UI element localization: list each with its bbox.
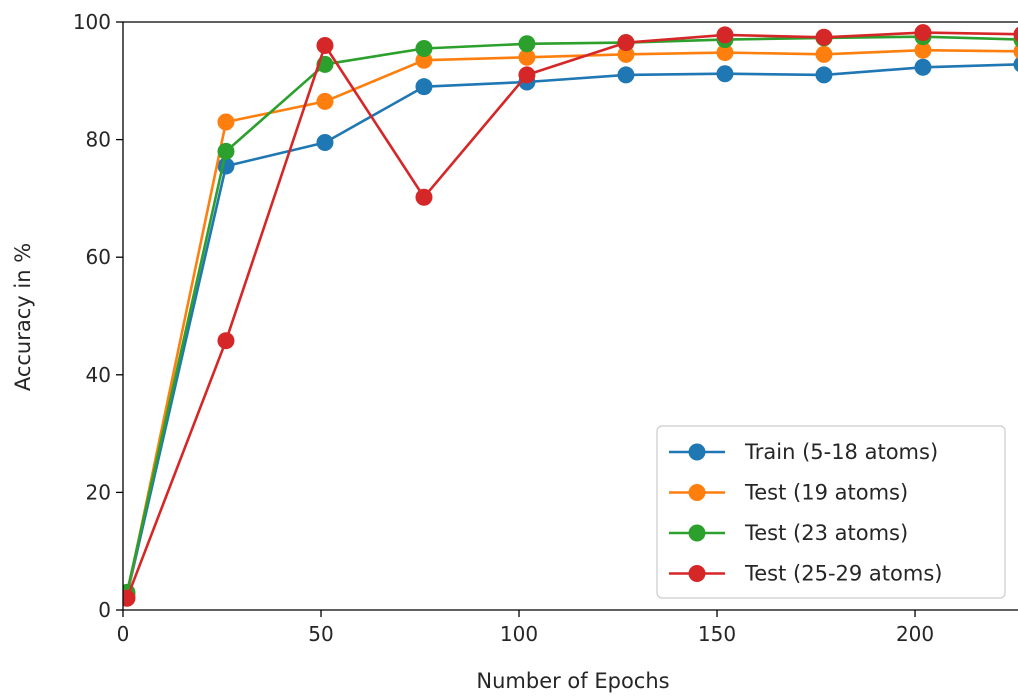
data-point	[316, 134, 334, 152]
y-tick-label: 20	[86, 480, 111, 504]
x-axis-label: Number of Epochs	[476, 669, 669, 693]
data-point	[716, 65, 734, 83]
legend-marker	[688, 443, 706, 461]
data-point	[1013, 56, 1018, 72]
legend-item: Test (23 atoms)	[669, 521, 908, 545]
x-tick-label: 50	[308, 622, 333, 646]
legend-item: Test (19 atoms)	[669, 481, 908, 505]
legend-item: Train (5-18 atoms)	[669, 440, 938, 464]
data-point	[1013, 43, 1018, 59]
data-point	[518, 48, 536, 66]
legend: Train (5-18 atoms) Test (19 atoms) Test (2…	[656, 425, 1006, 599]
legend-marker	[688, 524, 706, 542]
y-tick-label: 60	[86, 245, 111, 269]
data-point	[617, 66, 635, 84]
y-tick-label: 40	[86, 363, 111, 387]
data-point	[716, 26, 734, 44]
legend-box	[656, 425, 1006, 599]
series-line	[125, 31, 1018, 599]
series-line	[125, 35, 1018, 593]
data-point	[415, 78, 433, 96]
data-point	[716, 44, 734, 62]
data-point	[415, 51, 433, 69]
legend-marker	[688, 484, 706, 501]
data-point	[617, 45, 635, 63]
y-tick-label: 80	[86, 128, 111, 152]
data-point	[123, 589, 136, 607]
data-point	[415, 39, 433, 57]
legend-item: Test (25-29 atoms)	[669, 562, 942, 586]
data-point	[914, 24, 932, 42]
data-point	[617, 34, 635, 52]
data-point	[815, 45, 833, 63]
data-point	[316, 37, 334, 55]
legend-label: Test (23 atoms)	[744, 521, 908, 545]
data-point	[217, 332, 235, 350]
series-2	[123, 41, 1018, 604]
series-4	[123, 24, 1018, 607]
data-point	[914, 58, 932, 76]
data-point	[316, 92, 334, 110]
axes: 0 50 100 150 200 0 20 40 60 80 100	[73, 10, 1018, 646]
y-tick-label: 0	[98, 598, 111, 622]
data-point	[1013, 26, 1018, 42]
data-point	[815, 28, 833, 46]
x-tick-label: 150	[698, 622, 736, 646]
y-axis-label: Accuracy in %	[11, 243, 35, 391]
data-point	[518, 66, 536, 84]
data-point	[217, 113, 235, 131]
legend-label: Test (25-29 atoms)	[744, 562, 942, 586]
data-point	[217, 142, 235, 160]
data-point	[914, 41, 932, 59]
data-point	[415, 188, 433, 206]
y-tick-label: 100	[73, 10, 111, 34]
plot-area	[123, 24, 1018, 607]
data-point	[815, 66, 833, 84]
x-tick-label: 200	[896, 622, 934, 646]
legend-marker	[688, 565, 706, 582]
x-tick-label: 0	[117, 622, 130, 646]
series-line	[125, 63, 1018, 596]
data-point	[518, 35, 536, 53]
legend-label: Test (19 atoms)	[744, 481, 908, 505]
series-1	[123, 56, 1018, 604]
legend-label: Train (5-18 atoms)	[744, 440, 938, 464]
x-tick-label: 100	[500, 622, 538, 646]
series-line	[125, 48, 1018, 596]
data-point	[217, 157, 235, 175]
